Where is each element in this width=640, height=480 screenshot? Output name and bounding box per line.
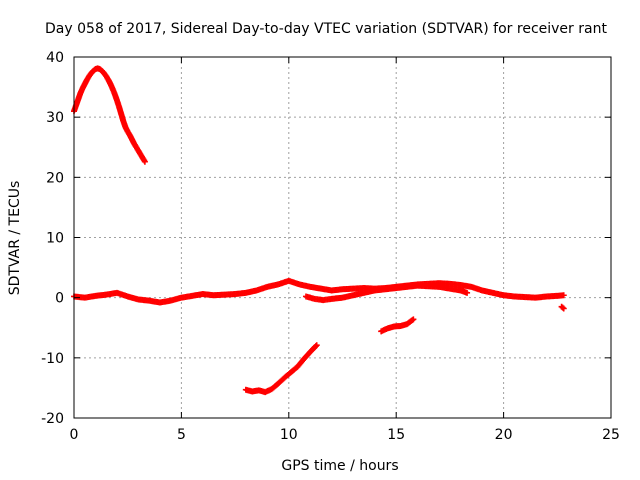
data-point: [313, 342, 320, 349]
data-point: [559, 304, 566, 311]
grid-lines: [74, 57, 611, 418]
series-track-late-outlier: [558, 303, 567, 312]
series-track-early-high: [71, 65, 148, 165]
x-tick-label: 25: [602, 427, 620, 443]
y-tick-label: -10: [41, 351, 64, 367]
x-tick-label: 15: [387, 427, 405, 443]
y-axis-label: SDTVAR / TECUs: [7, 181, 23, 296]
series-track-short-low: [378, 316, 417, 335]
y-tick-label: 40: [46, 50, 64, 66]
x-tick-labels: 0 5 10 15 20 25: [70, 427, 620, 443]
series-track-near-zero-a: [71, 277, 567, 306]
data-point: [464, 289, 471, 296]
data-point: [141, 158, 148, 165]
data-points: [71, 65, 567, 396]
y-tick-label: 20: [46, 170, 64, 186]
chart-title: Day 058 of 2017, Sidereal Day-to-day VTE…: [45, 21, 607, 37]
x-tick-label: 10: [280, 427, 298, 443]
y-tick-label: 30: [46, 110, 64, 126]
data-point: [409, 317, 416, 324]
data-point: [410, 316, 417, 323]
x-tick-label: 5: [177, 427, 186, 443]
x-tick-label: 20: [495, 427, 513, 443]
y-tick-label: -20: [41, 411, 64, 427]
series-track-rising-low: [242, 342, 320, 396]
series-track-near-zero-b: [302, 282, 471, 304]
axis-ticks: [73, 56, 612, 419]
x-axis-label: GPS time / hours: [281, 458, 398, 474]
y-tick-label: 10: [46, 231, 64, 247]
y-tick-labels: -20 -10 0 10 20 30 40: [41, 50, 64, 427]
data-point: [560, 292, 567, 299]
data-point: [312, 343, 319, 350]
x-tick-label: 0: [70, 427, 79, 443]
y-tick-label: 0: [55, 291, 64, 307]
data-point: [560, 305, 567, 312]
